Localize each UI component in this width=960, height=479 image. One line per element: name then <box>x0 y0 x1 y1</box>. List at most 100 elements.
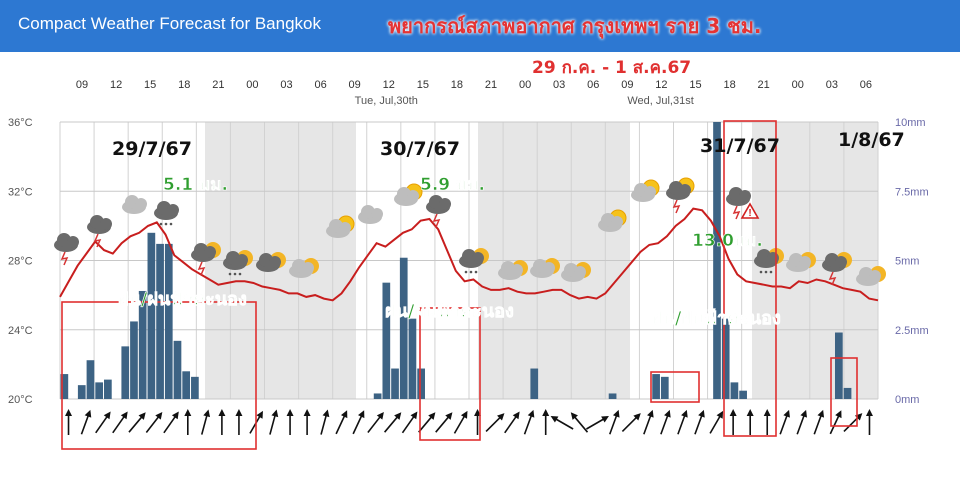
wind-arrow <box>235 409 243 435</box>
wind-arrow-head <box>633 413 641 421</box>
wind-arrow <box>586 416 609 430</box>
wind-arrow <box>303 409 311 435</box>
precipitation-bar <box>739 390 747 399</box>
wind-arrow <box>367 411 384 433</box>
warning-mark: ! <box>748 208 751 219</box>
x-hour-label: 18 <box>723 79 735 91</box>
cloud-puff <box>611 216 623 228</box>
wind-arrow <box>813 409 825 435</box>
precipitation-bar <box>156 243 164 399</box>
wind-arrow-head <box>271 409 279 418</box>
precipitation-bar <box>130 321 138 399</box>
wind-arrow-head <box>65 409 73 416</box>
date-range-label: 29 ก.ค. - 1 ส.ค.67 <box>532 58 692 78</box>
rain-drop <box>159 222 163 226</box>
wind-arrow-head <box>256 410 263 419</box>
cloud-puff <box>371 208 383 220</box>
wind-arrow <box>80 409 92 435</box>
x-hour-label: 00 <box>519 79 531 91</box>
cloud-puff <box>799 256 811 268</box>
warning-icon: ! <box>740 202 760 219</box>
precipitation-bar <box>382 282 391 399</box>
sun-rain-thunder-icon <box>666 177 695 214</box>
cloud-icon <box>122 195 147 214</box>
precipitation-bar <box>77 385 86 399</box>
wind-arrow-head <box>103 411 111 420</box>
precipitation-bar <box>834 332 843 399</box>
precipitation-bar <box>391 368 399 399</box>
wind-arrow <box>435 412 453 433</box>
rain-drop <box>228 272 232 276</box>
wind-arrow <box>269 409 279 435</box>
rain-drop <box>169 222 173 226</box>
wind-arrow-head <box>445 412 453 420</box>
red-annotation-box <box>419 307 481 441</box>
precipitation-bar <box>721 318 730 399</box>
wind-arrow-head <box>601 416 609 423</box>
cloud-puff <box>574 266 586 278</box>
moon-cloud-icon <box>289 258 319 278</box>
rain-drop <box>769 270 773 274</box>
cloud-night-icon <box>256 252 286 272</box>
precipitation-bar <box>373 393 382 399</box>
wind-arrow <box>352 410 365 435</box>
rain-type-annotation: ฝน/ฝนฟ้าคะนอง <box>652 308 781 329</box>
x-hour-label: 15 <box>144 79 156 91</box>
x-hour-label: 15 <box>417 79 429 91</box>
y-left-tick-label: 28°C <box>8 256 33 268</box>
precipitation-bar <box>713 122 721 399</box>
x-hour-label: 03 <box>280 79 292 91</box>
title-banner: Compact Weather Forecast for Bangkok <box>0 0 960 52</box>
y-right-tick-label: 0mm <box>895 394 919 406</box>
wind-arrow <box>865 409 873 435</box>
rain-total-annotation: 5.1 มม. <box>163 175 228 195</box>
wind-arrow-head <box>681 409 688 418</box>
x-hour-label: 00 <box>246 79 258 91</box>
rain-type-annotation: ฝน/ฝนฟ้าคะนอง <box>118 289 247 310</box>
wind-arrow <box>660 409 671 435</box>
lightning-bolt <box>197 261 206 276</box>
lightning-bolt <box>60 251 69 266</box>
cloud-puff <box>767 252 779 264</box>
wind-arrow <box>829 410 842 435</box>
cloud-puff <box>439 198 451 210</box>
thai-title: พยากรณ์สภาพอากาศ กรุงเทพฯ ราย 3 ชม. <box>388 14 762 38</box>
precipitation-bar <box>730 382 739 399</box>
wind-arrow <box>485 413 505 433</box>
sun-cloud-icon <box>326 215 355 238</box>
wind-arrow-head <box>664 409 671 418</box>
wind-arrow-head <box>835 410 842 419</box>
moon-cloud-icon <box>561 262 591 282</box>
wind-arrow <box>145 411 163 433</box>
lightning-bolt <box>93 233 102 248</box>
moon-cloud-icon <box>856 266 886 286</box>
wind-arrow <box>112 411 128 434</box>
wind-arrow <box>504 411 520 434</box>
precipitation-bar <box>147 232 156 399</box>
cloud-rain-icon <box>154 201 179 226</box>
date-annotation: 1/8/67 <box>838 129 905 151</box>
wind-arrow-head <box>218 409 226 416</box>
wind-arrow <box>694 409 705 435</box>
rain-drop <box>469 270 473 274</box>
precipitation-bar <box>164 243 173 399</box>
rain-type-annotation: ฝน/ฝนฟ้าคะนอง <box>385 301 514 322</box>
y-left-tick-label: 20°C <box>8 394 33 406</box>
cloud-puff <box>339 222 351 234</box>
wind-arrow <box>200 409 211 435</box>
cloud-puff <box>269 256 281 268</box>
x-hour-label: 18 <box>178 79 190 91</box>
red-annotation-box <box>61 301 257 450</box>
wind-arrow <box>65 409 73 435</box>
wind-arrow-head <box>376 411 384 420</box>
cloud-puff <box>472 252 484 264</box>
wind-arrow-head <box>340 410 348 419</box>
x-hour-label: 12 <box>383 79 395 91</box>
app-title: Compact Weather Forecast for Bangkok <box>18 14 321 33</box>
rain-drop <box>464 270 468 274</box>
wind-arrow-head <box>512 411 520 420</box>
warning-triangle <box>740 202 760 219</box>
x-hour-label: 12 <box>655 79 667 91</box>
wind-arrow-head <box>410 411 418 420</box>
wind-arrow <box>320 409 330 435</box>
